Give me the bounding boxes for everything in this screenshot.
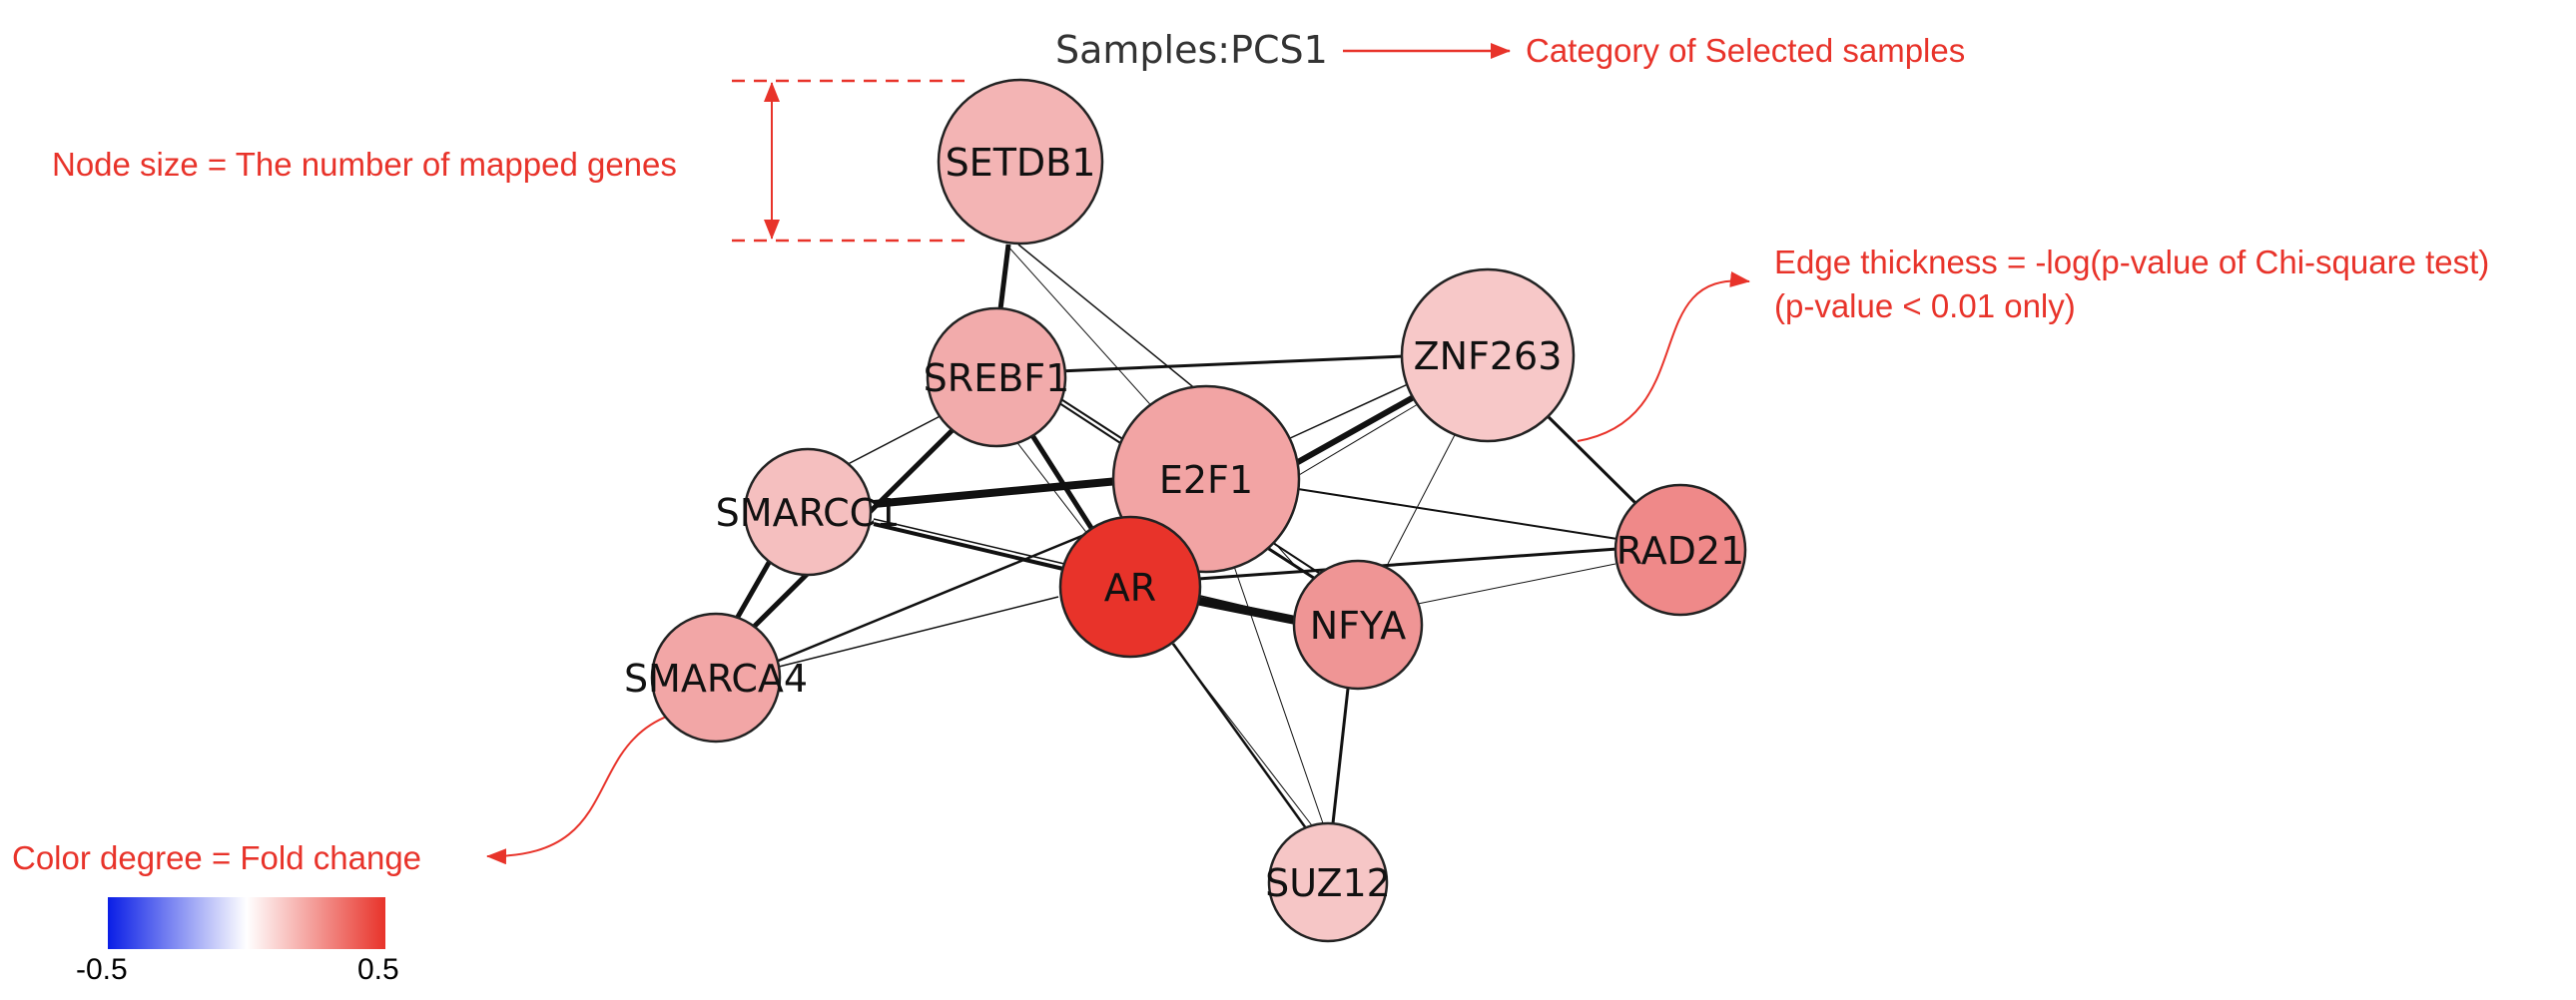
node-setdb1[interactable] (937, 78, 1104, 246)
edge-nfya-suz12 (1331, 688, 1350, 824)
edge-e2f1-suz12 (1227, 548, 1324, 824)
edge-ar-suz12 (1171, 643, 1308, 829)
edge-thickness-arrow (1577, 271, 1750, 442)
node-label-suz12: SUZ12 (1265, 861, 1391, 905)
node-znf263[interactable] (1400, 267, 1576, 443)
node-size-annotation: Node size = The number of mapped genes (52, 146, 677, 183)
node-srebf1[interactable] (926, 306, 1067, 448)
edge-srebf1-znf263 (1057, 354, 1406, 373)
node-smarca4[interactable] (650, 612, 782, 744)
diagram-title: Samples:PCS1 (1055, 28, 1328, 72)
node-label-srebf1: SREBF1 (924, 356, 1070, 400)
node-smarcc1[interactable] (743, 447, 873, 577)
node-label-nfya: NFYA (1310, 604, 1407, 648)
node-labels: SETDB1 SREBF1 ZNF263 E2F1 SMARCC1 AR NFY… (624, 141, 1744, 905)
node-nfya[interactable] (1292, 559, 1424, 691)
edge-thickness-annotation-line2: (p-value < 0.01 only) (1774, 287, 2076, 324)
edge-e2f1-smarca4 (758, 517, 1124, 671)
node-label-e2f1: E2F1 (1159, 458, 1253, 502)
node-ar[interactable] (1058, 515, 1202, 659)
node-suz12[interactable] (1267, 821, 1389, 943)
edge-znf263-nfya (1387, 428, 1459, 565)
edge-srebf1-smarcc1 (828, 408, 955, 475)
edge-e2f1-rad21 (1297, 488, 1618, 540)
colorbar-max-label: 0.5 (357, 953, 399, 986)
edge-nfya-rad21 (1417, 563, 1616, 605)
edge-setdb1-srebf1 (997, 244, 1011, 310)
edge-znf263-rad21 (1541, 409, 1641, 509)
node-label-znf263: ZNF263 (1414, 334, 1563, 378)
node-label-rad21: RAD21 (1616, 529, 1744, 573)
edge-smarcc1-ar (873, 522, 1064, 571)
edge-ar-smarca4 (778, 596, 1059, 668)
edge-setdb1-e2f1 (1017, 244, 1209, 400)
edge-ar-nfya (1197, 596, 1299, 626)
node-rad21[interactable] (1613, 483, 1747, 617)
node-label-setdb1: SETDB1 (946, 141, 1096, 185)
node-label-smarcc1: SMARCC1 (716, 491, 901, 535)
edge-ar-rad21 (1197, 547, 1618, 581)
colorbar-min-label: -0.5 (76, 953, 128, 986)
nodes (650, 78, 1747, 943)
category-annotation: Category of Selected samples (1526, 32, 1965, 69)
node-label-smarca4: SMARCA4 (624, 657, 808, 701)
node-label-ar: AR (1104, 566, 1156, 610)
edge-smarcc1-e2f1 (873, 477, 1119, 508)
color-degree-annotation: Color degree = Fold change (12, 839, 421, 876)
edge-e2f1-znf263 (1287, 383, 1409, 440)
colorbar (108, 897, 385, 949)
edge-thickness-annotation-line1: Edge thickness = -log(p-value of Chi-squ… (1774, 244, 2489, 280)
